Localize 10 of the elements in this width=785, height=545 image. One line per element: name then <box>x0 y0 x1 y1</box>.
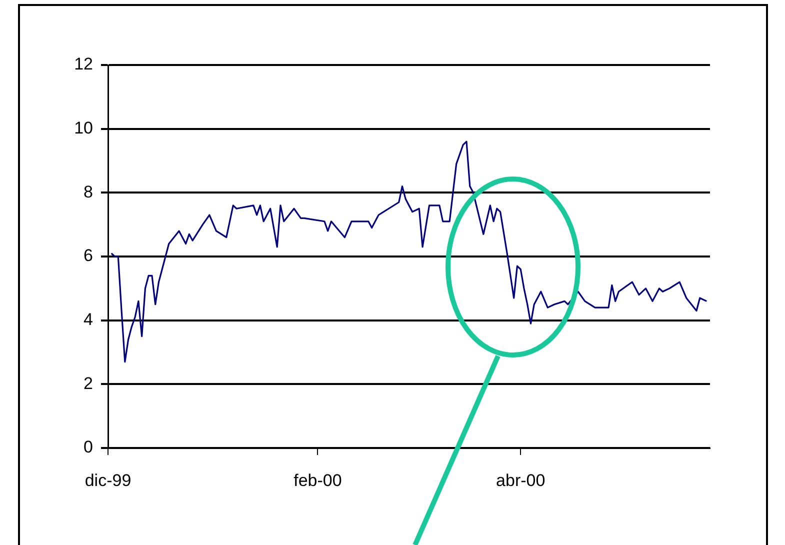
y-tick-label: 2 <box>84 374 93 393</box>
y-tick-label: 8 <box>84 182 93 202</box>
y-tick-label: 4 <box>84 310 93 330</box>
x-tick-label: dic-99 <box>84 470 132 490</box>
y-tick-label: 0 <box>84 438 93 457</box>
y-tick-label: 6 <box>84 246 93 266</box>
x-tick-label: abr-00 <box>496 470 546 490</box>
y-tick-label: 10 <box>74 118 93 138</box>
y-tick-label: 12 <box>74 54 93 74</box>
x-tick-label: feb-00 <box>294 470 342 490</box>
